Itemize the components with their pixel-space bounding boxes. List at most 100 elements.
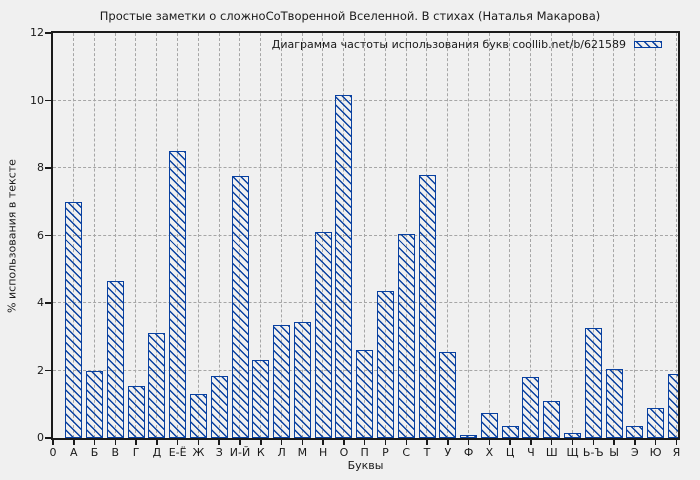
h-gridline bbox=[53, 302, 678, 304]
x-tick-mark bbox=[301, 440, 304, 445]
x-tick-mark bbox=[176, 440, 179, 445]
bar-В bbox=[106, 281, 124, 438]
bar-С bbox=[397, 233, 415, 438]
v-gridline bbox=[156, 33, 158, 438]
bar-Б bbox=[86, 370, 104, 438]
bar-Д bbox=[148, 333, 166, 438]
x-tick-mark bbox=[654, 440, 657, 445]
y-tick-mark bbox=[45, 99, 51, 102]
x-tick-label: Я bbox=[672, 446, 681, 459]
v-gridline bbox=[384, 33, 386, 438]
x-tick-label: Г bbox=[132, 446, 140, 459]
y-tick-label: 6 bbox=[37, 228, 44, 242]
x-tick-mark bbox=[197, 440, 200, 445]
x-tick-label: Ю bbox=[649, 446, 662, 459]
v-gridline bbox=[114, 33, 116, 438]
v-gridline bbox=[364, 33, 365, 438]
x-tick-mark bbox=[135, 440, 137, 445]
x-tick-label: Щ bbox=[566, 446, 579, 459]
bar-П bbox=[356, 350, 374, 438]
y-tick-label: 12 bbox=[30, 26, 44, 39]
plot-area: Диаграмма частоты использования букв coo… bbox=[51, 31, 680, 440]
x-tick-label: К bbox=[256, 446, 265, 459]
x-tick-mark bbox=[405, 440, 407, 445]
x-tick-label: Н bbox=[318, 446, 328, 459]
x-tick-mark bbox=[343, 440, 345, 445]
bar-Ь-Ъ bbox=[584, 328, 602, 438]
x-tick-mark bbox=[52, 440, 54, 445]
bar-М bbox=[293, 321, 311, 438]
x-tick-label: 0 bbox=[49, 446, 57, 459]
x-tick-label: П bbox=[360, 446, 369, 459]
v-gridline bbox=[571, 33, 573, 438]
x-tick-label: Е-Ё bbox=[168, 446, 187, 459]
bar-Ж bbox=[189, 394, 207, 438]
x-tick-mark bbox=[592, 440, 595, 445]
v-gridline bbox=[218, 33, 220, 438]
x-tick-label: Ц bbox=[505, 446, 515, 459]
bar-Е-Ё bbox=[169, 151, 187, 438]
x-tick-mark bbox=[530, 440, 532, 445]
y-tick-label: 8 bbox=[37, 161, 44, 174]
y-tick-label: 4 bbox=[37, 296, 44, 309]
v-gridline bbox=[135, 33, 137, 438]
x-tick-label: Ж bbox=[192, 446, 205, 459]
v-gridline bbox=[488, 33, 490, 438]
v-gridline bbox=[551, 33, 553, 438]
x-tick-mark bbox=[426, 440, 428, 445]
x-tick-mark bbox=[488, 440, 491, 445]
x-tick-label: Т bbox=[423, 446, 431, 459]
bar-Г bbox=[127, 385, 145, 438]
legend-label: Диаграмма частоты использования букв coo… bbox=[271, 38, 626, 51]
y-tick-mark bbox=[45, 234, 51, 237]
y-tick-label: 10 bbox=[30, 93, 44, 107]
bar-Ц bbox=[501, 426, 519, 438]
x-tick-mark bbox=[73, 440, 75, 445]
y-tick-mark bbox=[45, 437, 51, 439]
v-gridline bbox=[509, 33, 511, 438]
x-tick-label: Р bbox=[382, 446, 389, 459]
bar-Э bbox=[626, 426, 644, 438]
x-tick-mark bbox=[239, 440, 241, 445]
bar-Щ bbox=[564, 432, 581, 438]
h-gridline bbox=[53, 234, 678, 236]
x-tick-mark bbox=[114, 440, 117, 445]
chart-title: Простые заметки о сложноСоТворенной Всел… bbox=[99, 9, 601, 23]
x-tick-label: Ы bbox=[609, 446, 619, 459]
x-tick-label: А bbox=[70, 446, 78, 459]
x-tick-label: Л bbox=[277, 446, 286, 459]
x-tick-mark bbox=[260, 440, 262, 445]
x-tick-label: В bbox=[111, 446, 120, 459]
x-axis-label: Буквы bbox=[347, 459, 384, 472]
x-tick-mark bbox=[384, 440, 387, 445]
bar-З bbox=[210, 375, 228, 438]
x-tick-mark bbox=[634, 440, 636, 445]
x-tick-mark bbox=[550, 440, 553, 445]
x-tick-mark bbox=[156, 440, 158, 445]
bar-Ч bbox=[522, 377, 540, 438]
bar-Ш bbox=[543, 400, 561, 438]
v-gridline bbox=[467, 33, 469, 438]
x-tick-label: У bbox=[444, 446, 452, 459]
x-tick-label: И-Й bbox=[229, 446, 251, 459]
x-tick-mark bbox=[93, 440, 96, 445]
bar-К bbox=[252, 360, 270, 438]
v-gridline bbox=[613, 33, 615, 438]
bar-Н bbox=[314, 232, 332, 438]
x-tick-label: М bbox=[297, 446, 308, 459]
v-gridline bbox=[301, 33, 303, 438]
y-tick-label: 0 bbox=[37, 431, 44, 444]
x-tick-mark bbox=[467, 440, 470, 445]
bar-Я bbox=[667, 373, 678, 438]
bar-У bbox=[439, 351, 457, 438]
x-tick-label: З bbox=[215, 446, 223, 459]
x-tick-mark bbox=[322, 440, 324, 445]
bar-О bbox=[335, 95, 353, 438]
h-gridline bbox=[53, 99, 678, 101]
legend: Диаграмма частоты использования букв coo… bbox=[272, 38, 662, 51]
x-tick-label: Э bbox=[630, 446, 639, 459]
x-tick-mark bbox=[447, 440, 449, 445]
v-gridline bbox=[93, 33, 95, 438]
